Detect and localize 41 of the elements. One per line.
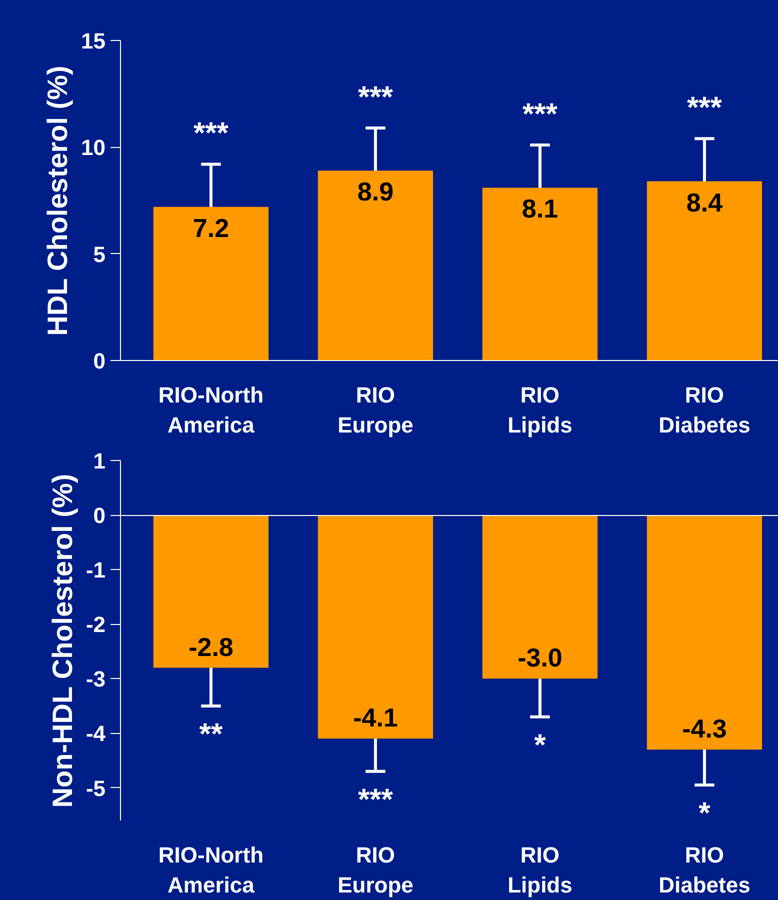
bar — [646, 181, 762, 360]
bar — [482, 188, 598, 360]
annotation: ** — [199, 718, 223, 751]
y-tick-label: 0 — [93, 503, 106, 528]
y-axis-title: HDL Cholesterol (%) — [42, 66, 74, 336]
annotation: * — [534, 728, 546, 762]
x-tick-label: RIO Diabetes — [658, 842, 750, 898]
x-tick-label: RIO Europe — [338, 382, 414, 438]
data-label: 8.9 — [357, 176, 394, 207]
y-tick-label: -2 — [86, 612, 106, 638]
y-tick-label: 15 — [81, 28, 106, 54]
y-tick-label: 1 — [93, 448, 106, 474]
annotation: *** — [193, 117, 229, 150]
y-tick-label: -1 — [86, 558, 106, 583]
data-label: -3.0 — [518, 642, 562, 673]
data-label: -4.3 — [682, 714, 727, 744]
annotation: *** — [358, 783, 394, 816]
bar — [318, 170, 434, 360]
x-tick-label: RIO-North America — [158, 842, 264, 898]
data-label: -2.8 — [188, 632, 234, 662]
y-tick-label: -4 — [86, 721, 106, 746]
bar — [153, 206, 269, 360]
x-tick-label: RIO-North America — [158, 382, 264, 438]
y-tick-label: -5 — [86, 776, 106, 801]
y-tick-label: 0 — [93, 348, 106, 374]
y-axis-title: Non-HDL Cholesterol (%) — [46, 474, 78, 808]
annotation: *** — [522, 98, 558, 132]
data-label: -4.1 — [353, 702, 398, 733]
x-tick-label: RIO Lipids — [508, 842, 572, 898]
x-tick-label: RIO Europe — [338, 842, 414, 898]
x-tick-label: RIO Diabetes — [658, 382, 750, 438]
x-tick-label: RIO Lipids — [508, 382, 572, 438]
y-tick-label: 10 — [81, 135, 106, 160]
y-tick-label: 5 — [93, 242, 106, 267]
data-label: 8.4 — [686, 187, 724, 218]
data-label: 7.2 — [192, 212, 230, 243]
data-label: 8.1 — [522, 194, 558, 224]
y-tick-label: -3 — [86, 666, 106, 692]
annotation: * — [698, 797, 711, 830]
annotation: *** — [358, 80, 394, 114]
annotation: *** — [686, 92, 722, 125]
